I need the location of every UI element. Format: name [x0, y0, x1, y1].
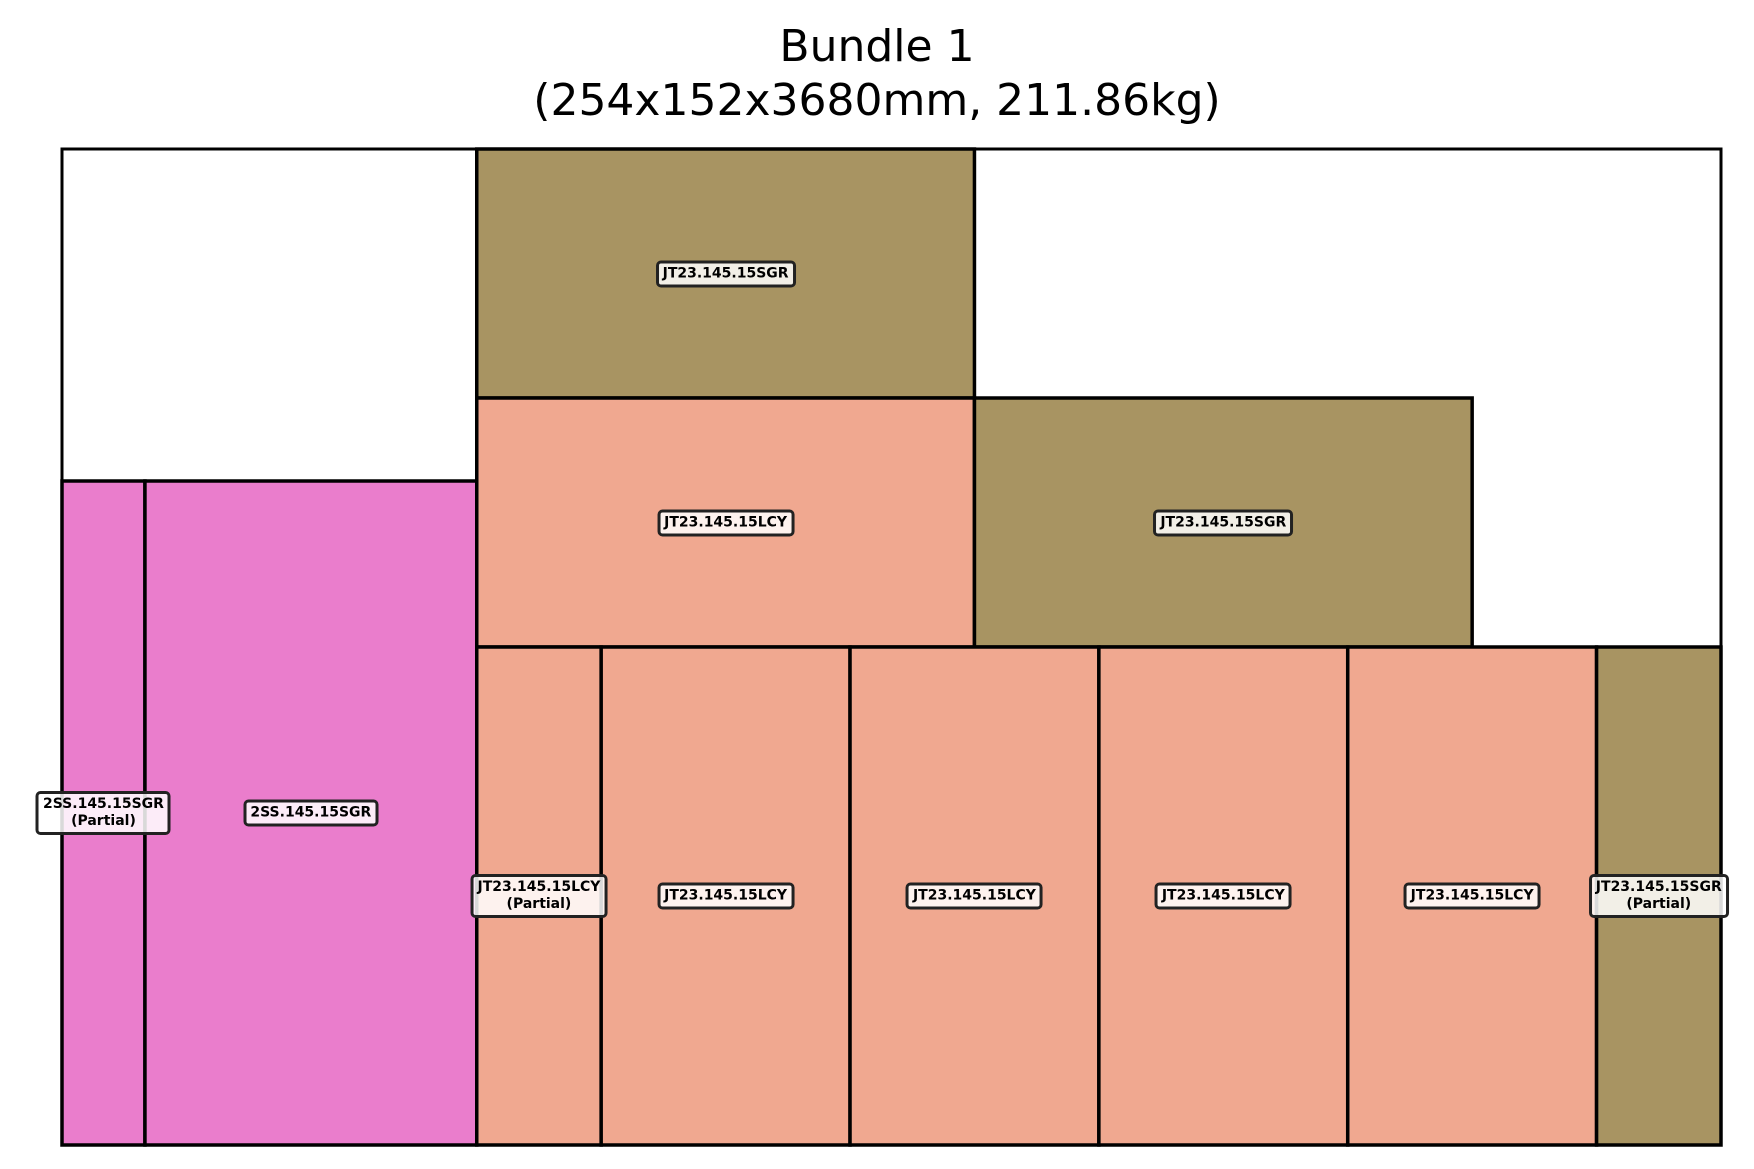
piece-code: JT23.145.15LCY — [912, 887, 1036, 904]
piece-partial-note: (Partial) — [1626, 896, 1692, 912]
chart-title-block: Bundle 1 (254x152x3680mm, 211.86kg) — [0, 20, 1754, 128]
piece-label-6: JT23.145.15LCY (Partial) — [470, 874, 608, 918]
piece-partial-note: (Partial) — [71, 813, 136, 829]
piece-label-9: JT23.145.15LCY — [1154, 882, 1292, 910]
piece-code: JT23.145.15LCY — [1410, 887, 1534, 904]
piece-label-8: JT23.145.15LCY — [905, 882, 1043, 910]
pieces-layer — [60, 147, 1723, 1147]
piece-label-11: JT23.145.15SGR (Partial) — [1588, 874, 1729, 918]
piece-code: JT23.145.15SGR — [1595, 879, 1722, 895]
piece-code: JT23.145.15LCY — [664, 514, 788, 530]
piece-code: JT23.145.15LCY — [477, 879, 601, 895]
piece-label-10: JT23.145.15LCY — [1403, 882, 1541, 910]
piece-label-3: JT23.145.15SGR — [1153, 509, 1294, 536]
piece-code: 2SS.145.15SGR — [250, 804, 372, 821]
chart-title: Bundle 1 — [779, 21, 975, 72]
piece-code: JT23.145.15LCY — [664, 887, 788, 904]
piece-label-1: JT23.145.15SGR — [655, 260, 796, 287]
piece-label-4: 2SS.145.15SGR (Partial) — [35, 791, 171, 835]
piece-label-5: 2SS.145.15SGR — [243, 799, 379, 827]
piece-label-2: JT23.145.15LCY — [657, 509, 795, 536]
chart-subtitle: (254x152x3680mm, 211.86kg) — [533, 75, 1221, 126]
piece-code: JT23.145.15SGR — [662, 265, 789, 281]
piece-code: 2SS.145.15SGR — [42, 796, 164, 812]
piece-code: JT23.145.15SGR — [1160, 514, 1287, 530]
piece-code: JT23.145.15LCY — [1161, 887, 1285, 904]
piece-label-7: JT23.145.15LCY — [657, 882, 795, 910]
piece-partial-note: (Partial) — [506, 896, 572, 912]
